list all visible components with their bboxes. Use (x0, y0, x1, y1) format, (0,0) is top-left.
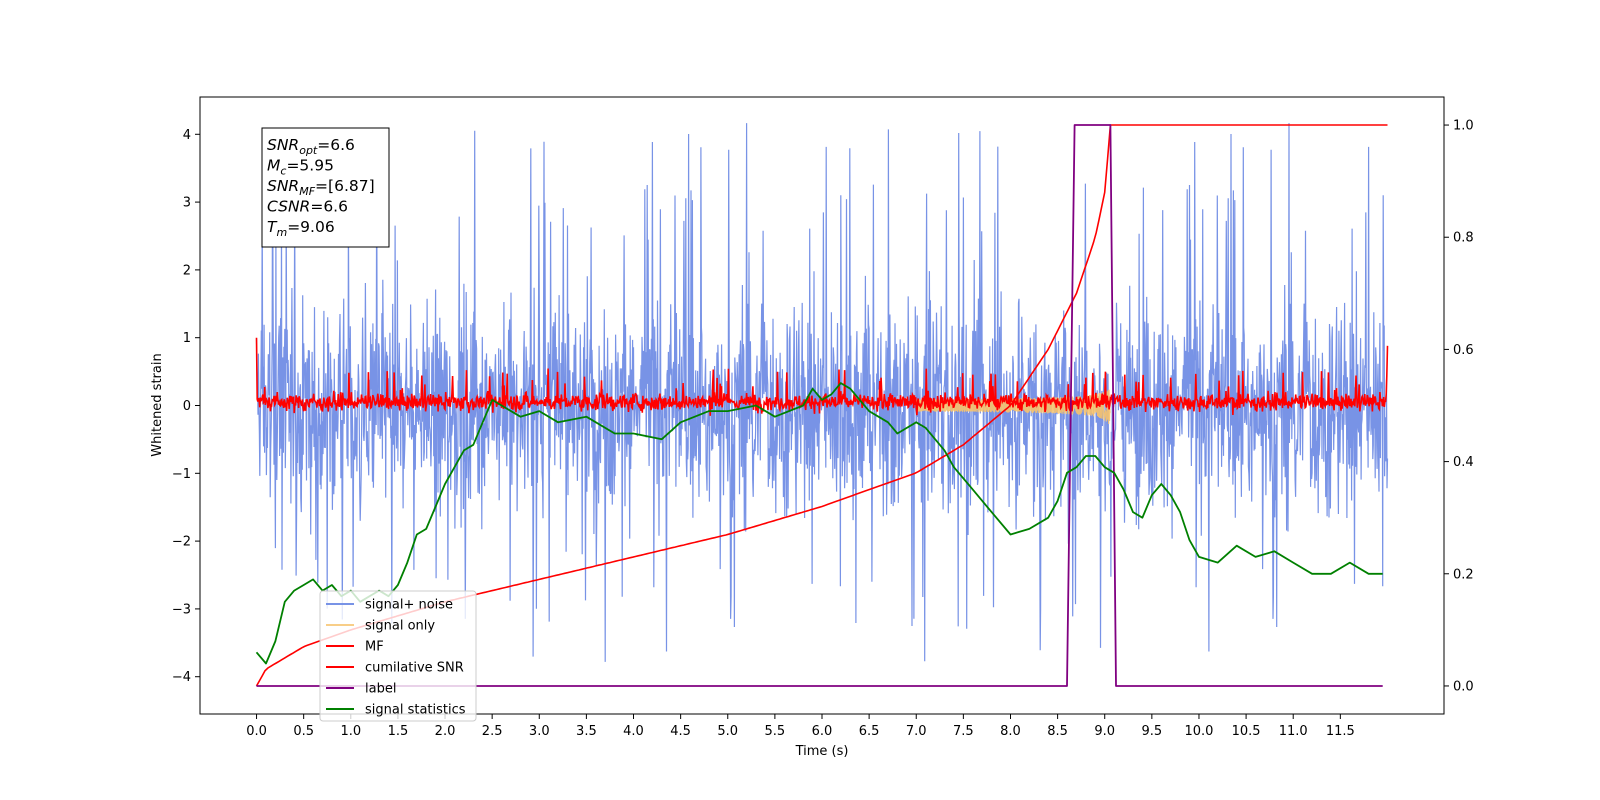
y-axis-label: Whitened strain (150, 353, 165, 456)
x-tick-label: 8.5 (1047, 724, 1068, 739)
y-tick-label: 2 (183, 263, 191, 278)
info-symbol: SNR (267, 136, 299, 154)
info-line: Tm=9.06 (267, 218, 335, 239)
info-subscript: opt (299, 144, 318, 157)
y2-tick-label: 0.4 (1453, 455, 1474, 470)
x-tick-label: 1.5 (388, 724, 409, 739)
x-tick-label: 2.0 (435, 724, 456, 739)
x-tick-label: 7.5 (953, 724, 974, 739)
x-tick-label: 9.5 (1142, 724, 1163, 739)
x-tick-label: 11.5 (1326, 724, 1355, 739)
y2-tick-label: 0.8 (1453, 231, 1474, 246)
legend-label: label (365, 682, 396, 697)
x-tick-label: 2.5 (482, 724, 503, 739)
legend-label: cumilative SNR (365, 661, 464, 676)
axes-layer: 0.0 0.5 1.0 1.5 2.0 2.5 3.0 3.5 4.0 4.5 5.0 5.5 6.0 6… (172, 119, 1474, 739)
info-line: SNRopt=6.6 (267, 136, 355, 157)
info-subscript: m (276, 226, 287, 239)
y2-tick-label: 0.0 (1453, 679, 1474, 694)
info-symbol: CSNR (267, 198, 310, 216)
x-tick-label: 0.5 (293, 724, 314, 739)
y-tick-label: −1 (172, 467, 191, 482)
x-tick-label: 10.0 (1184, 724, 1213, 739)
x-tick-label: 9.0 (1094, 724, 1115, 739)
info-value: =5.95 (286, 157, 334, 175)
info-line: CSNR=6.6 (267, 198, 348, 216)
x-tick-label: 4.5 (670, 724, 691, 739)
legend-label: signal+ noise (365, 598, 453, 613)
y2-tick-label: 1.0 (1453, 119, 1474, 134)
series-signal-noise (255, 123, 1389, 662)
x-axis-label: Time (s) (795, 744, 849, 759)
y-tick-label: 0 (183, 399, 191, 414)
info-value: =6.6 (310, 198, 348, 216)
x-tick-label: 0.0 (246, 724, 267, 739)
x-tick-label: 5.0 (717, 724, 738, 739)
y-tick-label: −3 (172, 602, 191, 617)
info-value: =6.6 (317, 136, 355, 154)
legend-label: signal statistics (365, 703, 466, 718)
y-tick-label: 4 (183, 128, 191, 143)
x-tick-label: 5.5 (765, 724, 786, 739)
x-tick-label: 8.0 (1000, 724, 1021, 739)
y-tick-label: −4 (172, 670, 191, 685)
info-subscript: c (280, 165, 286, 178)
legend-label: signal only (365, 619, 435, 634)
info-value: =[6.87] (315, 177, 375, 195)
y-tick-label: −2 (172, 535, 191, 550)
x-tick-label: 6.0 (812, 724, 833, 739)
x-tick-label: 1.0 (340, 724, 361, 739)
y2-tick-label: 0.6 (1453, 343, 1474, 358)
x-tick-label: 10.5 (1232, 724, 1261, 739)
y-tick-label: 1 (183, 331, 191, 346)
info-box-frame (261, 127, 390, 248)
info-subscript: MF (299, 185, 315, 198)
info-box: SNRopt=6.6Mc=5.95SNRMF=[6.87]CSNR=6.6Tm=… (261, 127, 390, 248)
info-value: =9.06 (287, 218, 335, 236)
x-tick-label: 3.0 (529, 724, 550, 739)
legend: signal+ noise signal only MF cumilative SNR… (319, 590, 477, 722)
info-line: Mc=5.95 (267, 157, 334, 178)
legend-frame (319, 590, 477, 722)
info-line: SNRMF=[6.87] (267, 177, 375, 198)
x-tick-label: 7.0 (906, 724, 927, 739)
y2-tick-label: 0.2 (1453, 567, 1474, 582)
legend-label: MF (365, 640, 384, 655)
x-tick-label: 6.5 (859, 724, 880, 739)
info-symbol: T (267, 218, 278, 236)
info-symbol: M (267, 157, 280, 175)
y-tick-label: 3 (183, 196, 191, 211)
x-tick-label: 3.5 (576, 724, 597, 739)
x-tick-label: 4.0 (623, 724, 644, 739)
x-tick-label: 11.0 (1279, 724, 1308, 739)
series-label (256, 124, 1383, 687)
info-symbol: SNR (267, 177, 299, 195)
